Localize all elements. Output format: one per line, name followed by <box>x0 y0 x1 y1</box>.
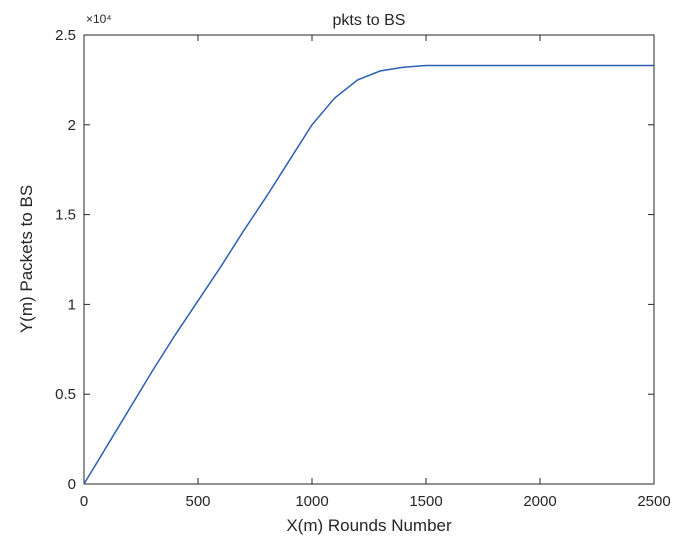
chart-title: pkts to BS <box>333 12 406 29</box>
y-tick-label: 0.5 <box>55 386 76 403</box>
plot-area <box>83 34 655 485</box>
y-tick-label: 0 <box>68 476 76 493</box>
x-tick-label: 1500 <box>409 493 442 510</box>
y-axis-ticks: 0 0.5 1 1.5 2 2.5 <box>55 27 654 493</box>
x-tick-label: 500 <box>185 493 210 510</box>
x-tick-label: 2000 <box>523 493 556 510</box>
x-axis-label: X(m) Rounds Number <box>286 516 452 535</box>
y-axis-label: Y(m) Packets to BS <box>17 185 36 333</box>
y-tick-label: 2 <box>68 117 76 134</box>
y-tick-label: 1 <box>68 296 76 313</box>
x-tick-label: 1000 <box>295 493 328 510</box>
y-tick-label: 2.5 <box>55 27 76 44</box>
series-line <box>83 64 654 485</box>
x-tick-label: 2500 <box>637 493 670 510</box>
y-tick-label: 1.5 <box>55 207 76 224</box>
x-tick-label: 0 <box>80 493 88 510</box>
x-axis-ticks: 0 500 1000 1500 2000 2500 <box>80 35 671 510</box>
y-exponent-label: ×10⁴ <box>86 12 112 26</box>
